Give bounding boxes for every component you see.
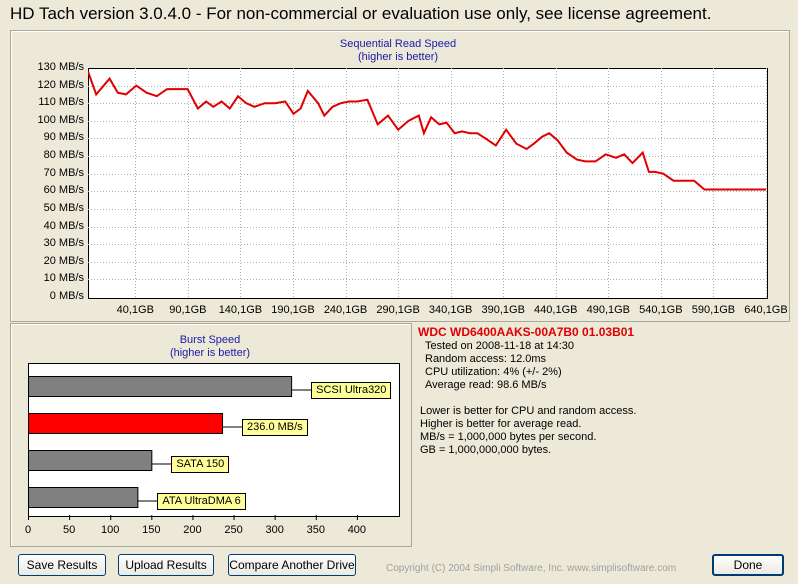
save-results-label: Save Results xyxy=(26,558,98,572)
seq-x-tick-label: 290,1GB xyxy=(376,304,420,316)
seq-y-tick-label: 40 MB/s xyxy=(43,219,84,232)
burst-x-tick-label: 100 xyxy=(101,524,120,536)
seq-y-tick-label: 50 MB/s xyxy=(43,201,84,214)
seq-x-tick-label: 590,1GB xyxy=(691,304,736,316)
burst-bar xyxy=(28,450,153,471)
save-results-button[interactable]: Save Results xyxy=(18,554,106,576)
seq-y-tick-label: 80 MB/s xyxy=(43,149,84,162)
burst-bar-label: 236.0 MB/s xyxy=(242,419,308,436)
upload-results-label: Upload Results xyxy=(125,558,207,572)
copyright-text: Copyright (C) 2004 Simpli Software, Inc.… xyxy=(386,563,677,574)
seq-x-tick-label: 190,1GB xyxy=(271,304,315,316)
seq-read-line xyxy=(88,71,766,191)
note-mbs: MB/s = 1,000,000 bytes per second. xyxy=(420,431,597,443)
seq-x-tick-label: 90,1GB xyxy=(169,304,207,316)
burst-x-tick-label: 200 xyxy=(183,524,202,536)
burst-x-tick-label: 50 xyxy=(62,524,76,536)
drive-model: WDC WD6400AAKS-00A7B0 01.03B01 xyxy=(418,325,635,339)
seq-x-tick-label: 640,1GB xyxy=(744,304,788,316)
info-cpu-utilization: CPU utilization: 4% (+/- 2%) xyxy=(425,366,562,378)
seq-x-tick-label: 540,1GB xyxy=(639,304,683,316)
seq-y-tick-label: 30 MB/s xyxy=(43,237,84,250)
seq-chart-svg xyxy=(88,68,767,297)
seq-y-tick-label: 0 MB/s xyxy=(49,290,84,302)
seq-y-tick-label: 100 MB/s xyxy=(37,113,84,126)
burst-bar-label: SATA 150 xyxy=(171,456,230,473)
seq-y-tick-label: 110 MB/s xyxy=(38,96,84,109)
seq-y-tick-label: 70 MB/s xyxy=(43,166,84,179)
window-title: HD Tach version 3.0.4.0 - For non-commer… xyxy=(10,4,712,23)
seq-x-tick-label: 440,1GB xyxy=(534,304,578,316)
note-gb: GB = 1,000,000,000 bytes. xyxy=(420,444,552,456)
seq-x-tick-label: 340,1GB xyxy=(428,304,473,316)
seq-x-tick-label: 490,1GB xyxy=(586,304,631,316)
seq-y-tick-label: 120 MB/s xyxy=(37,78,84,91)
seq-y-tick-label: 130 MB/s xyxy=(37,61,84,73)
seq-y-tick-label: 60 MB/s xyxy=(43,184,84,197)
burst-x-tick-label: 400 xyxy=(347,524,367,536)
burst-bar xyxy=(28,376,293,397)
seq-chart-title: Sequential Read Speed xyxy=(339,38,457,50)
upload-results-button[interactable]: Upload Results xyxy=(118,554,214,576)
burst-bar-label: SCSI Ultra320 xyxy=(311,382,392,399)
burst-chart-title: Burst Speed xyxy=(179,334,241,346)
seq-y-tick-label: 90 MB/s xyxy=(43,131,84,144)
seq-y-tick-label: 20 MB/s xyxy=(43,254,84,267)
burst-x-tick-label: 350 xyxy=(306,524,325,536)
burst-bar-label: ATA UltraDMA 6 xyxy=(157,493,246,510)
seq-x-tick-label: 40,1GB xyxy=(116,304,154,316)
seq-x-tick-label: 240,1GB xyxy=(323,304,368,316)
info-tested: Tested on 2008-11-18 at 14:30 xyxy=(425,340,575,352)
burst-x-tick-label: 150 xyxy=(142,524,161,536)
info-average-read: Average read: 98.6 MB/s xyxy=(425,379,547,391)
info-random-access: Random access: 12.0ms xyxy=(425,353,547,365)
seq-x-tick-label: 140,1GB xyxy=(218,304,263,316)
burst-chart-svg xyxy=(28,376,358,520)
burst-chart-subtitle: (higher is better) xyxy=(169,347,251,359)
burst-x-tick-label: 300 xyxy=(265,524,284,536)
compare-drive-label: Compare Another Drive xyxy=(229,558,355,572)
note-cpu: Lower is better for CPU and random acces… xyxy=(420,405,637,417)
seq-y-tick-label: 10 MB/s xyxy=(43,272,84,285)
seq-x-tick-label: 390,1GB xyxy=(481,304,525,316)
burst-x-tick-label: 250 xyxy=(224,524,243,536)
burst-bar xyxy=(28,413,224,434)
note-read: Higher is better for average read. xyxy=(420,418,582,430)
burst-bar xyxy=(28,487,139,508)
burst-x-tick-label: 0 xyxy=(24,524,32,536)
compare-drive-button[interactable]: Compare Another Drive xyxy=(228,554,356,576)
seq-chart-subtitle: (higher is better) xyxy=(357,51,439,63)
done-button[interactable]: Done xyxy=(712,554,784,576)
done-label: Done xyxy=(733,558,763,572)
